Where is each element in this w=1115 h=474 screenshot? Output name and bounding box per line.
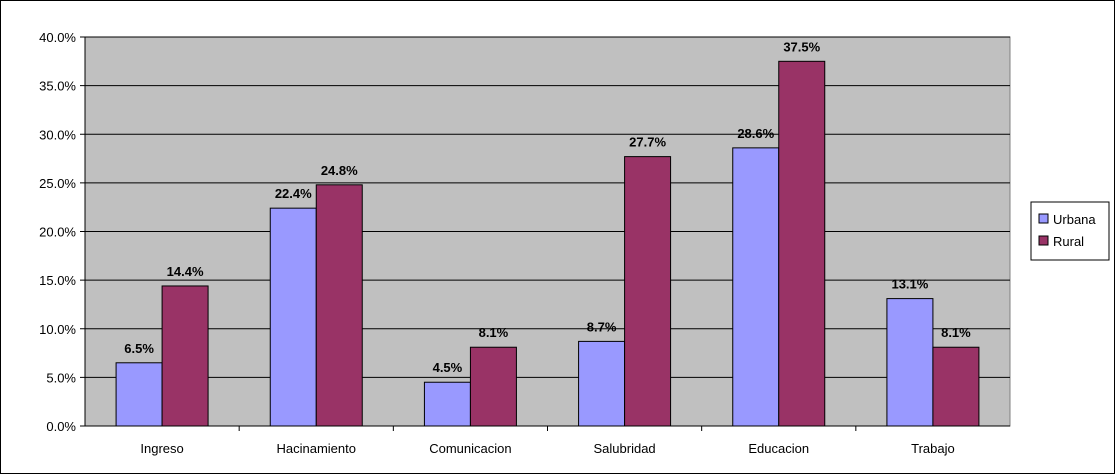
category-label: Educacion <box>748 441 809 456</box>
data-label-rural: 24.8% <box>321 163 358 178</box>
category-label: Trabajo <box>911 441 955 456</box>
legend <box>1030 201 1110 261</box>
data-label-rural: 8.1% <box>479 325 509 340</box>
y-tick-label: 10.0% <box>39 322 76 337</box>
y-tick-label: 25.0% <box>39 176 76 191</box>
data-label-urbana: 8.7% <box>587 319 617 334</box>
bar-rural <box>315 184 363 427</box>
data-label-rural: 8.1% <box>941 325 971 340</box>
bar-urbana <box>578 340 626 427</box>
legend-swatch-rural <box>1038 235 1049 246</box>
category-label: Salubridad <box>594 441 656 456</box>
bar-urbana <box>115 362 163 427</box>
data-label-rural: 27.7% <box>629 135 666 150</box>
bar-rural <box>161 285 209 427</box>
bar-rural <box>624 156 672 427</box>
y-tick-label: 20.0% <box>39 225 76 240</box>
bar-rural <box>469 346 517 427</box>
bar-rural <box>932 346 980 427</box>
category-label: Ingreso <box>140 441 183 456</box>
legend-swatch-urbana <box>1038 213 1049 224</box>
legend-label-rural: Rural <box>1053 234 1084 249</box>
data-label-urbana: 28.6% <box>737 126 774 141</box>
category-label: Comunicacion <box>429 441 511 456</box>
y-tick-label: 15.0% <box>39 273 76 288</box>
legend-label-urbana: Urbana <box>1053 212 1096 227</box>
data-label-urbana: 4.5% <box>433 360 463 375</box>
category-label: Hacinamiento <box>277 441 357 456</box>
data-label-urbana: 13.1% <box>891 277 928 292</box>
y-tick-label: 30.0% <box>39 127 76 142</box>
data-label-urbana: 6.5% <box>124 341 154 356</box>
data-label-urbana: 22.4% <box>275 186 312 201</box>
bar-urbana <box>269 207 317 427</box>
y-tick-label: 35.0% <box>39 79 76 94</box>
y-tick-label: 40.0% <box>39 30 76 45</box>
bar-urbana <box>732 147 780 427</box>
y-tick-label: 5.0% <box>46 370 76 385</box>
bar-urbana <box>423 381 471 427</box>
data-label-rural: 14.4% <box>167 264 204 279</box>
y-tick-label: 0.0% <box>46 419 76 434</box>
data-label-rural: 37.5% <box>783 39 820 54</box>
bar-urbana <box>886 298 934 427</box>
bar-rural <box>778 60 826 427</box>
